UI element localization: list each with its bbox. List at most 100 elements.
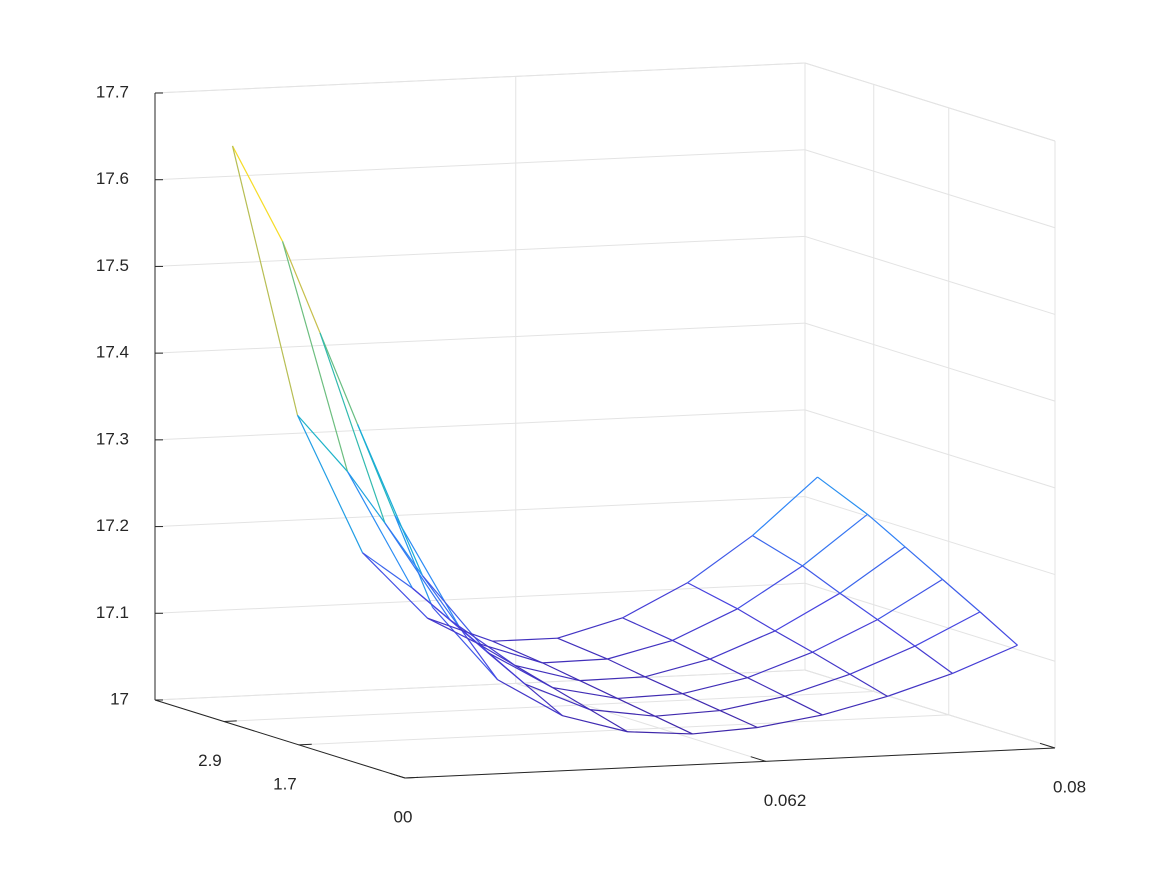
mesh-edge bbox=[867, 513, 906, 548]
mesh-edge bbox=[709, 658, 748, 679]
mesh-edge bbox=[394, 515, 461, 629]
mesh-edge bbox=[757, 714, 823, 729]
z-tick-label: 17.6 bbox=[96, 169, 129, 188]
mesh-edge bbox=[644, 676, 683, 695]
z-tick-label: 17.7 bbox=[96, 82, 129, 101]
mesh-edge bbox=[784, 695, 823, 716]
y-tick-label: 1.7 bbox=[273, 774, 297, 793]
mesh-edge bbox=[617, 697, 656, 717]
mesh-edge bbox=[802, 565, 841, 594]
mesh-layer bbox=[231, 145, 1018, 735]
mesh-edge bbox=[557, 637, 608, 660]
mesh-edge bbox=[497, 679, 563, 717]
mesh-edge bbox=[877, 578, 943, 621]
mesh-edge bbox=[644, 658, 711, 678]
axes-layer: 17 17.1 17.2 17.3 17.4 17.5 17.6 17.7 0 0.062 0.08… bbox=[96, 82, 1086, 826]
x-tick-label: 0.08 bbox=[1053, 777, 1086, 796]
z-tick-label: 17.4 bbox=[96, 343, 129, 362]
mesh-edge bbox=[812, 651, 851, 675]
x-tick-label: 0 bbox=[403, 807, 412, 826]
mesh-edge bbox=[687, 535, 753, 584]
mesh-edge bbox=[622, 617, 673, 641]
mesh-edge bbox=[477, 642, 543, 664]
mesh-edge bbox=[752, 476, 818, 537]
mesh-edge bbox=[514, 664, 581, 682]
mesh-edge bbox=[562, 715, 628, 733]
mesh-edge bbox=[617, 693, 683, 700]
grid-line bbox=[804, 235, 1056, 315]
mesh-edge bbox=[449, 619, 516, 666]
mesh-edge bbox=[552, 687, 591, 711]
mesh-edge bbox=[296, 414, 364, 553]
mesh-edge bbox=[362, 552, 428, 619]
y-tick-label: 0 bbox=[394, 807, 403, 826]
mesh-edge bbox=[747, 651, 813, 679]
mesh-edge bbox=[812, 619, 878, 653]
grid-line bbox=[154, 582, 806, 614]
z-tick-label: 17 bbox=[110, 689, 129, 708]
mesh-edge bbox=[422, 575, 461, 629]
mesh-edge bbox=[719, 710, 758, 729]
mesh-edge bbox=[347, 471, 386, 524]
mesh-edge bbox=[281, 241, 321, 334]
mesh-edge bbox=[319, 332, 386, 524]
mesh-edge bbox=[427, 617, 493, 642]
mesh-edge bbox=[492, 637, 558, 642]
mesh-edge bbox=[627, 731, 693, 735]
x-tick-label: 0.062 bbox=[764, 791, 807, 810]
mesh-edge bbox=[514, 664, 553, 689]
grid-line bbox=[154, 149, 806, 181]
grid-line bbox=[154, 409, 806, 441]
mesh-edge bbox=[877, 619, 916, 647]
mesh-edge bbox=[802, 513, 868, 567]
mesh-edge bbox=[487, 651, 526, 685]
mesh-edge bbox=[774, 592, 841, 632]
mesh-edge bbox=[356, 424, 424, 576]
mesh-edge bbox=[552, 686, 618, 700]
mesh-edge bbox=[654, 715, 693, 735]
mesh-edge bbox=[492, 640, 543, 664]
mesh-edge bbox=[432, 606, 498, 681]
mesh-edge bbox=[849, 673, 888, 697]
mesh-edge bbox=[362, 552, 413, 589]
mesh-edge bbox=[297, 414, 348, 472]
mesh-edge bbox=[579, 676, 646, 682]
mesh-edge bbox=[557, 617, 623, 639]
mesh-edge bbox=[887, 672, 953, 697]
mesh-edge bbox=[394, 515, 434, 608]
grid-line bbox=[804, 62, 1056, 142]
mesh-edge bbox=[784, 673, 851, 697]
mesh-edge bbox=[839, 546, 906, 594]
y-axis bbox=[154, 699, 406, 779]
mesh-edge bbox=[952, 644, 1018, 674]
mesh-edge bbox=[459, 627, 498, 681]
mesh-edge bbox=[524, 683, 563, 717]
grid-line bbox=[804, 409, 1056, 489]
mesh-edge bbox=[607, 658, 646, 678]
mesh-edge bbox=[914, 611, 981, 647]
grid-line bbox=[804, 496, 1056, 576]
y-tick-label: 2.9 bbox=[198, 751, 222, 770]
mesh-edge bbox=[589, 709, 628, 733]
mesh-edge bbox=[281, 241, 349, 472]
z-tick-label: 17.5 bbox=[96, 256, 129, 275]
mesh-edge bbox=[687, 582, 738, 610]
mesh-edge bbox=[524, 683, 591, 711]
mesh-edge bbox=[914, 645, 953, 674]
mesh-edge bbox=[682, 677, 748, 695]
mesh-edge bbox=[774, 630, 813, 653]
mesh-edge bbox=[622, 582, 688, 619]
mesh-edge bbox=[319, 332, 359, 425]
mesh-edge bbox=[682, 693, 721, 712]
grid-line bbox=[154, 496, 806, 528]
x-axis bbox=[404, 747, 1056, 779]
mesh-edge bbox=[579, 680, 618, 699]
mesh-edge bbox=[737, 608, 776, 632]
mesh-edge bbox=[817, 476, 868, 515]
mesh-edge bbox=[839, 592, 878, 621]
mesh-edge bbox=[422, 575, 488, 653]
z-tick-label: 17.3 bbox=[96, 429, 129, 448]
mesh-edge bbox=[747, 677, 786, 697]
